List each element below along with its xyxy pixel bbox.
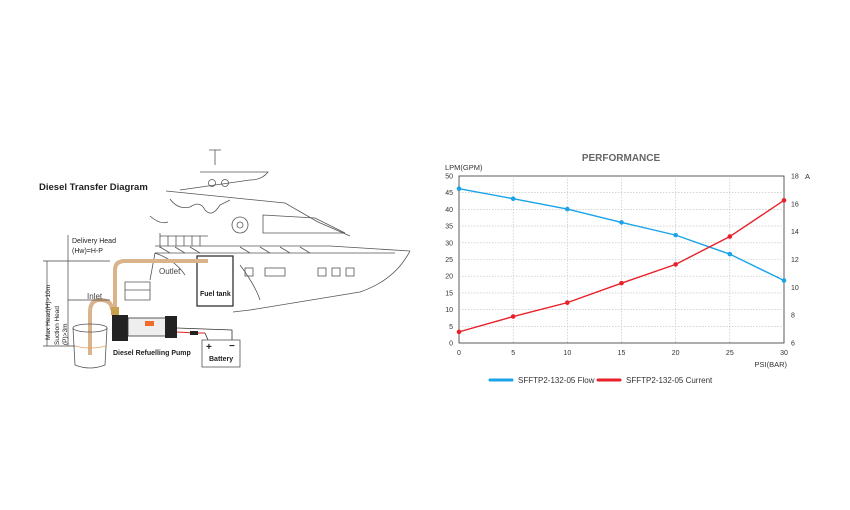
data-point: [781, 278, 787, 283]
y2-tick-label: 18: [791, 174, 799, 181]
dimension-lines: [43, 235, 110, 347]
fuel-tank: [196, 255, 234, 307]
pump-illustration: [111, 307, 233, 341]
suction-head-value: (P)>3m: [62, 324, 69, 346]
y2-tick-label: 12: [791, 257, 799, 264]
data-point: [781, 198, 787, 203]
battery-minus: −: [229, 341, 235, 352]
fuel-bucket: [72, 323, 108, 369]
max-head-label: Max Head(H)>10m: [45, 285, 52, 340]
x-axis-label: PSI(BAR): [754, 360, 787, 369]
data-point: [565, 300, 570, 305]
data-point: [727, 234, 733, 239]
diesel-transfer-diagram: [43, 149, 411, 369]
delivery-head-label: Delivery Head: [72, 238, 116, 245]
y-tick-label: 30: [445, 240, 453, 247]
diagram-title: Diesel Transfer Diagram: [39, 182, 148, 193]
x-tick-label: 20: [672, 350, 680, 357]
data-point: [619, 220, 624, 225]
data-point: [619, 280, 624, 286]
outlet-hose: [113, 259, 208, 312]
y2-tick-label: 14: [791, 229, 799, 236]
battery-plus: +: [206, 342, 212, 353]
delivery-head-formula: (Hw)=H-P: [72, 248, 103, 255]
pump-label: Diesel Refuelling Pump: [113, 350, 191, 357]
chart-title: PERFORMANCE: [582, 153, 661, 164]
x-tick-label: 10: [563, 350, 571, 357]
inlet-label: Inlet: [87, 292, 103, 301]
y2-tick-label: 8: [791, 313, 795, 320]
y-tick-label: 20: [445, 274, 453, 281]
y-tick-label: 40: [445, 207, 453, 214]
y2-tick-label: 10: [791, 285, 799, 292]
legend-label: SFFTP2-132-05 Current: [626, 376, 713, 385]
y2-tick-label: 6: [791, 341, 795, 348]
boat-illustration: [124, 149, 411, 313]
legend-label: SFFTP2-132-05 Flow: [518, 376, 595, 385]
data-point: [673, 232, 678, 238]
y-tick-label: 15: [445, 290, 453, 297]
outlet-label: Outlet: [159, 267, 181, 276]
y-axis-label: LPM(GPM): [445, 163, 483, 172]
y-tick-label: 50: [445, 174, 453, 181]
x-tick-label: 25: [726, 350, 734, 357]
x-tick-label: 0: [457, 350, 461, 357]
data-point: [510, 196, 516, 202]
y-tick-label: 10: [445, 307, 453, 314]
y-tick-label: 25: [445, 257, 453, 264]
suction-head-label: Suction Head: [54, 306, 61, 345]
fuel-tank-label: Fuel tank: [200, 291, 231, 298]
y2-axis-label: A: [805, 172, 810, 181]
data-point: [510, 314, 516, 319]
y-tick-label: 35: [445, 224, 453, 231]
y-tick-label: 45: [445, 190, 453, 197]
battery-label: Battery: [209, 356, 233, 363]
data-point: [456, 329, 462, 335]
data-point: [673, 262, 678, 267]
x-tick-label: 15: [618, 350, 626, 357]
data-point: [727, 251, 733, 257]
x-tick-label: 30: [780, 350, 788, 357]
data-point: [565, 206, 570, 212]
x-tick-label: 5: [511, 350, 515, 357]
y2-tick-label: 16: [791, 201, 799, 208]
performance-chart: PERFORMANCE LPM(GPM) A PSI(BAR) 0 5 10 15 20…: [445, 153, 810, 385]
y-tick-label: 0: [449, 341, 453, 348]
battery: [201, 339, 241, 368]
y-tick-label: 5: [449, 324, 453, 331]
data-point: [456, 186, 462, 191]
